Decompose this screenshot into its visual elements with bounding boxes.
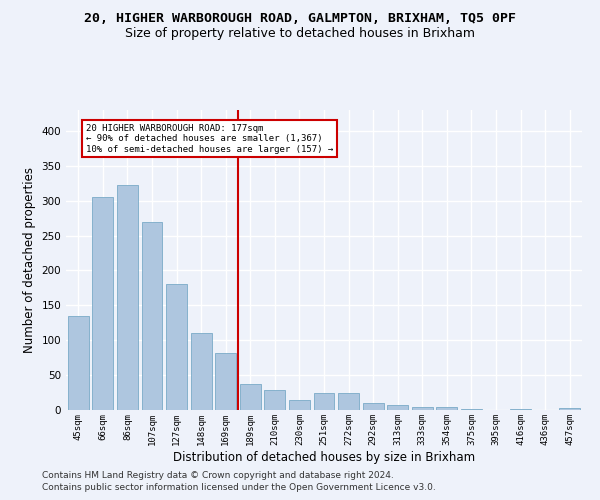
Bar	[117, 186, 138, 410]
Bar	[68, 316, 89, 410]
Bar	[387, 405, 408, 410]
Bar	[436, 406, 457, 410]
Bar	[92, 197, 113, 410]
Bar	[166, 284, 187, 410]
Text: Contains HM Land Registry data © Crown copyright and database right 2024.: Contains HM Land Registry data © Crown c…	[42, 470, 394, 480]
Bar	[559, 408, 580, 410]
Text: Contains public sector information licensed under the Open Government Licence v3: Contains public sector information licen…	[42, 483, 436, 492]
Bar	[265, 390, 286, 410]
Bar	[338, 394, 359, 410]
Bar	[240, 384, 261, 410]
Bar	[314, 392, 334, 410]
Y-axis label: Number of detached properties: Number of detached properties	[23, 167, 36, 353]
Bar	[191, 334, 212, 410]
Bar	[142, 222, 163, 410]
Text: Size of property relative to detached houses in Brixham: Size of property relative to detached ho…	[125, 28, 475, 40]
Bar	[289, 400, 310, 410]
Text: 20, HIGHER WARBOROUGH ROAD, GALMPTON, BRIXHAM, TQ5 0PF: 20, HIGHER WARBOROUGH ROAD, GALMPTON, BR…	[84, 12, 516, 26]
Bar	[215, 353, 236, 410]
Bar	[362, 403, 383, 410]
Bar	[412, 406, 433, 410]
Text: 20 HIGHER WARBOROUGH ROAD: 177sqm
← 90% of detached houses are smaller (1,367)
1: 20 HIGHER WARBOROUGH ROAD: 177sqm ← 90% …	[86, 124, 333, 154]
X-axis label: Distribution of detached houses by size in Brixham: Distribution of detached houses by size …	[173, 450, 475, 464]
